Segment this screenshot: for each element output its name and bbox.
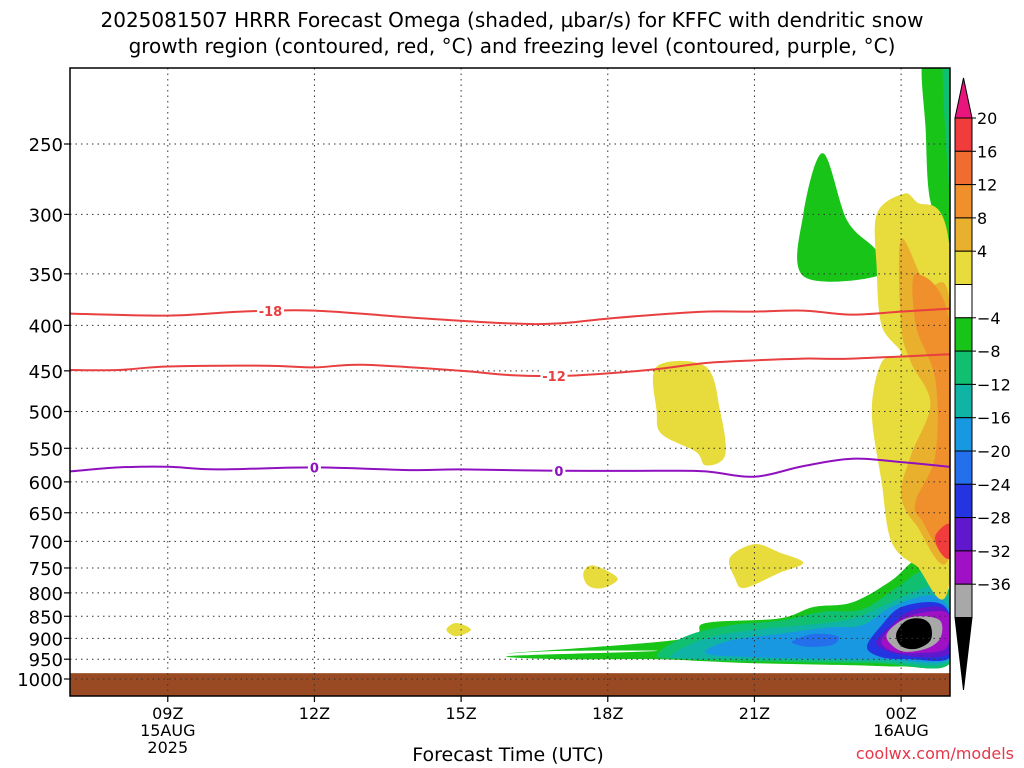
y-axis: 2503003504004505005506006507007508008509… — [17, 135, 70, 691]
y-tick-label: 600 — [29, 473, 63, 494]
colorbar-label: 16 — [977, 142, 997, 161]
omega-region-16 — [934, 523, 950, 560]
y-tick-label: 750 — [29, 559, 63, 580]
colorbar-label: −4 — [977, 309, 1001, 328]
colorbar: 20 16 12 8 4 −4 −8 −12 −16 −20 −24 −28 −32 −36 — [954, 77, 1011, 691]
omega-region-9 — [896, 618, 932, 650]
y-tick-label: 550 — [29, 439, 63, 460]
colorbar-bottom-arrow — [954, 617, 973, 691]
x-tick-label: 12Z — [299, 704, 330, 723]
x-tick-label: 21Z — [739, 704, 770, 723]
colorbar-label: −36 — [977, 575, 1011, 594]
omega-region-15 — [912, 273, 950, 553]
contour-line-1 — [70, 353, 950, 378]
y-tick-label: 300 — [29, 205, 63, 226]
colorbar-swatch-7 — [954, 350, 973, 385]
x-tick-label: 15AUG — [140, 721, 195, 740]
colorbar-swatch-1 — [954, 150, 973, 186]
colorbar-swatch-11 — [954, 483, 973, 519]
colorbar-label: −32 — [977, 542, 1011, 561]
y-tick-label: 950 — [29, 650, 63, 671]
y-tick-label: 250 — [29, 135, 63, 156]
grid — [70, 68, 950, 696]
omega-shading — [446, 68, 950, 669]
y-tick-label: 400 — [29, 316, 63, 337]
colorbar-swatch-4 — [954, 250, 973, 285]
y-tick-label: 850 — [29, 607, 63, 628]
x-tick-label: 09Z — [152, 704, 183, 723]
y-tick-label: 1000 — [17, 670, 63, 691]
contour-label: -18 — [259, 305, 283, 320]
y-tick-label: 500 — [29, 403, 63, 424]
colorbar-swatch-5 — [954, 284, 973, 319]
omega-region-11 — [921, 68, 950, 247]
x-tick-label: 00Z — [885, 704, 916, 723]
colorbar-top-arrow — [954, 77, 973, 119]
colorbar-label: −20 — [977, 442, 1011, 461]
colorbar-label: 4 — [977, 242, 987, 261]
colorbar-swatch-14 — [954, 583, 973, 619]
colorbar-swatch-10 — [954, 450, 973, 485]
y-tick-label: 350 — [29, 265, 63, 286]
ground-band — [70, 673, 950, 696]
colorbar-label: 12 — [977, 176, 997, 195]
colorbar-label: 20 — [977, 109, 997, 128]
y-tick-label: 650 — [29, 504, 63, 525]
omega-region-19 — [583, 565, 618, 589]
y-tick-label: 800 — [29, 584, 63, 605]
contours: -18 -12 0 0 — [70, 304, 950, 480]
colorbar-swatch-6 — [954, 317, 973, 352]
colorbar-swatch-3 — [954, 217, 973, 252]
contour-label-bg — [540, 368, 568, 383]
x-tick-label: 15Z — [445, 704, 476, 723]
colorbar-label: −8 — [977, 342, 1001, 361]
chart-title-line-2: growth region (contoured, red, °C) and f… — [128, 34, 896, 58]
omega-region-18 — [728, 544, 804, 589]
x-tick-label: 16AUG — [873, 721, 928, 740]
colorbar-swatch-9 — [954, 417, 973, 452]
contour-line-2 — [70, 457, 950, 478]
omega-region-10 — [797, 153, 884, 282]
omega-region-12 — [942, 68, 950, 190]
colorbar-swatch-13 — [954, 550, 973, 585]
contour-label-bg — [307, 460, 321, 475]
y-tick-label: 450 — [29, 362, 63, 383]
x-tick-label: 2025 — [147, 738, 188, 757]
contour-label: 0 — [554, 465, 563, 480]
y-tick-label: 900 — [29, 629, 63, 650]
contour-label-bg — [552, 463, 566, 478]
colorbar-swatch-8 — [954, 383, 973, 419]
contour-label-bg — [256, 304, 284, 319]
y-tick-label: 700 — [29, 532, 63, 553]
credit-text: coolwx.com/models — [855, 744, 1014, 763]
colorbar-swatch-12 — [954, 517, 973, 552]
colorbar-swatch-2 — [954, 184, 973, 219]
colorbar-swatch-0 — [954, 117, 973, 152]
colorbar-label: −16 — [977, 409, 1011, 428]
colorbar-label: 8 — [977, 209, 987, 228]
contour-line-0 — [70, 307, 950, 326]
colorbar-label: −28 — [977, 509, 1011, 528]
chart-title-line-1: 2025081507 HRRR Forecast Omega (shaded, … — [100, 8, 924, 32]
omega-region-20 — [446, 623, 471, 637]
contour-label: -12 — [542, 370, 566, 385]
x-tick-label: 18Z — [592, 704, 623, 723]
omega-region-4 — [791, 633, 839, 647]
plot-frame — [69, 67, 951, 697]
omega-region-17 — [652, 360, 726, 466]
contour-label: 0 — [310, 461, 319, 476]
x-axis-label: Forecast Time (UTC) — [412, 744, 604, 766]
colorbar-label: −24 — [977, 475, 1011, 494]
colorbar-label: −12 — [977, 375, 1011, 394]
